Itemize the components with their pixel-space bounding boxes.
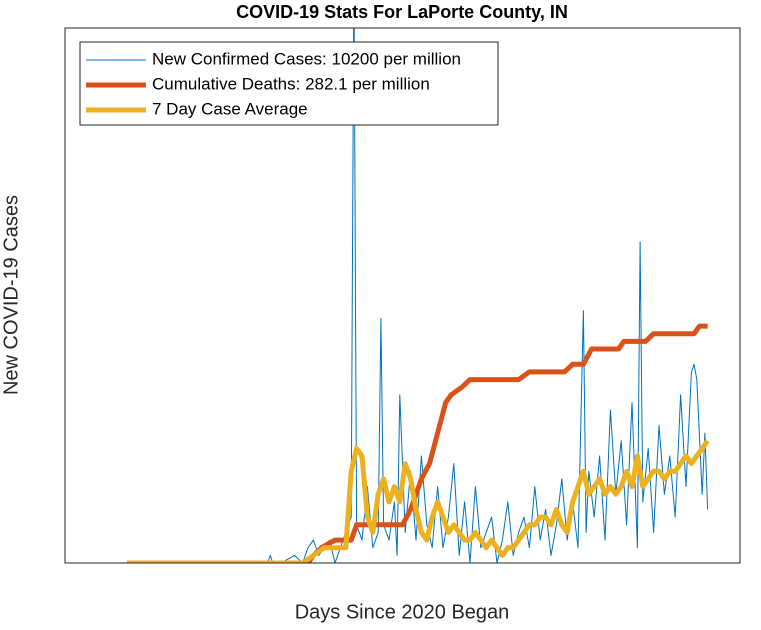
legend: New Confirmed Cases: 10200 per million Cu… <box>79 41 499 126</box>
legend-label: 7 Day Case Average <box>152 99 308 118</box>
axes-box <box>64 27 741 564</box>
series-line <box>127 439 710 563</box>
y-axis-label: New COVID-19 Cases <box>0 195 22 395</box>
chart-title: COVID-19 Stats For LaPorte County, IN <box>236 2 568 22</box>
x-axis-label: Days Since 2020 Began <box>295 601 510 623</box>
legend-box <box>79 41 499 126</box>
legend-label: Cumulative Deaths: 282.1 per million <box>152 74 430 93</box>
lines <box>127 28 710 563</box>
legend-label: New Confirmed Cases: 10200 per million <box>152 49 461 68</box>
